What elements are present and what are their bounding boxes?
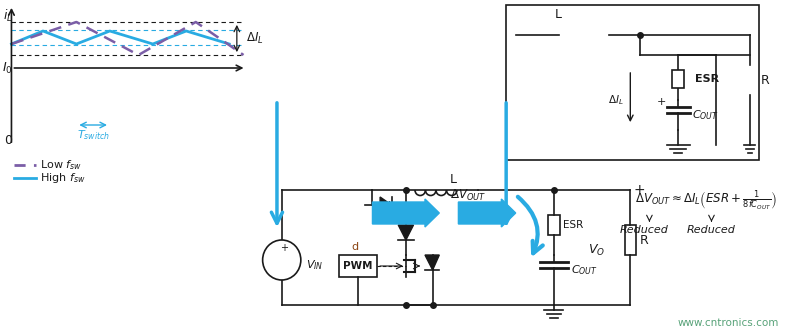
Text: Reduced: Reduced xyxy=(687,225,736,235)
Text: $I_0$: $I_0$ xyxy=(2,60,13,76)
Text: $\Delta I_L$: $\Delta I_L$ xyxy=(608,93,624,107)
Text: $V_{IN}$: $V_{IN}$ xyxy=(306,258,323,272)
Text: L: L xyxy=(450,173,457,186)
FancyArrow shape xyxy=(459,199,516,227)
Bar xyxy=(744,65,755,95)
Circle shape xyxy=(262,240,301,280)
Text: ESR: ESR xyxy=(564,220,584,230)
Text: ESR: ESR xyxy=(695,74,719,84)
FancyArrowPatch shape xyxy=(518,197,543,253)
Text: 0: 0 xyxy=(4,133,12,146)
Text: www.cntronics.com: www.cntronics.com xyxy=(678,318,780,328)
Text: L: L xyxy=(555,8,562,22)
Text: $V_O$: $V_O$ xyxy=(589,243,606,258)
Text: R: R xyxy=(761,74,770,86)
Text: High $f_{sw}$: High $f_{sw}$ xyxy=(40,171,86,185)
Bar xyxy=(672,70,684,88)
Bar xyxy=(339,255,377,277)
Text: +: + xyxy=(280,243,288,253)
Polygon shape xyxy=(399,225,414,240)
Text: +: + xyxy=(633,183,645,197)
Bar xyxy=(625,225,636,255)
Text: $\Delta I_L$: $\Delta I_L$ xyxy=(246,31,264,46)
Text: PWM: PWM xyxy=(343,261,373,271)
Text: Low $f_{sw}$: Low $f_{sw}$ xyxy=(40,158,82,172)
Text: $i_L$: $i_L$ xyxy=(2,8,13,24)
Text: $\Delta V_{OUT} \approx \Delta I_L \left( ESR + \frac{1}{8fC_{OUT}} \right)$: $\Delta V_{OUT} \approx \Delta I_L \left… xyxy=(635,188,777,212)
Text: $C_{OUT}$: $C_{OUT}$ xyxy=(692,108,719,122)
FancyArrow shape xyxy=(372,199,439,227)
Text: $\Delta V_{OUT}$: $\Delta V_{OUT}$ xyxy=(450,187,486,203)
Text: Reduced: Reduced xyxy=(620,225,669,235)
Bar xyxy=(506,5,759,160)
Text: d: d xyxy=(352,242,358,252)
Text: $C_{OUT}$: $C_{OUT}$ xyxy=(571,263,598,277)
Text: R: R xyxy=(640,234,649,247)
Text: +: + xyxy=(657,97,666,107)
Text: $\Delta I_L$: $\Delta I_L$ xyxy=(378,200,395,215)
Polygon shape xyxy=(425,255,439,270)
Text: $T_{switch}$: $T_{switch}$ xyxy=(76,128,110,142)
Bar xyxy=(549,215,560,235)
Polygon shape xyxy=(380,197,391,213)
Bar xyxy=(640,55,716,150)
